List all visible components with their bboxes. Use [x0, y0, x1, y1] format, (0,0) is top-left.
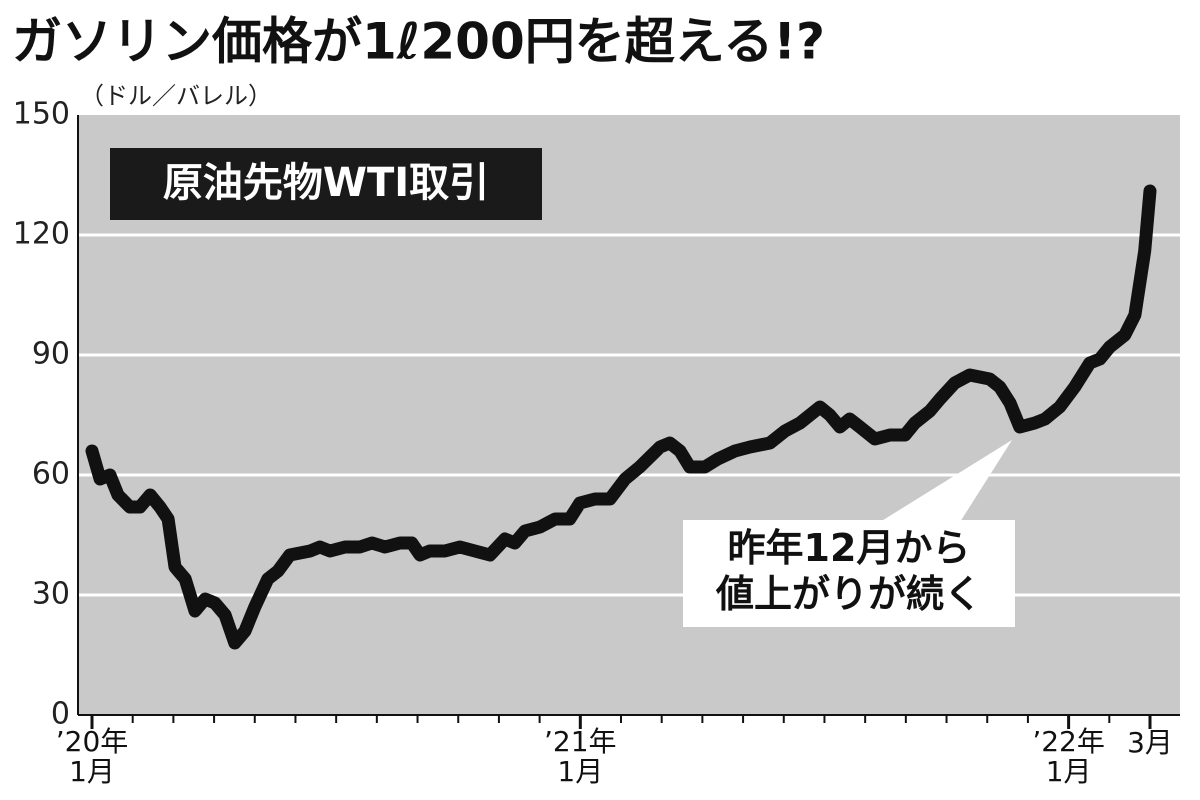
x-tick-label: ’22年 1月 — [1032, 725, 1105, 788]
y-tick-label: 90 — [32, 337, 70, 372]
y-tick-label: 150 — [13, 97, 70, 132]
inset-label: 原油先物WTI取引 — [163, 160, 489, 206]
y-axis-label: （ドル／バレル） — [80, 82, 272, 110]
series — [85, 184, 1157, 650]
y-tick-label: 60 — [32, 457, 70, 492]
y-tick-label: 0 — [51, 697, 70, 732]
price-line — [85, 184, 1157, 650]
y-tick-label: 120 — [13, 217, 70, 252]
annotation: 昨年12月から値上がりが続く — [715, 526, 982, 616]
callout-pointer — [880, 440, 1012, 522]
x-tick-label: ’20年 1月 — [56, 725, 129, 788]
y-tick-label: 30 — [32, 577, 70, 612]
chart-title: ガソリン価格が1ℓ200円を超える!? — [12, 13, 825, 71]
callout-box — [683, 520, 1015, 627]
x-tick-label: 3月 — [1127, 726, 1173, 759]
inset-box — [110, 148, 542, 220]
x-tick-label: ’21年 1月 — [544, 725, 617, 788]
